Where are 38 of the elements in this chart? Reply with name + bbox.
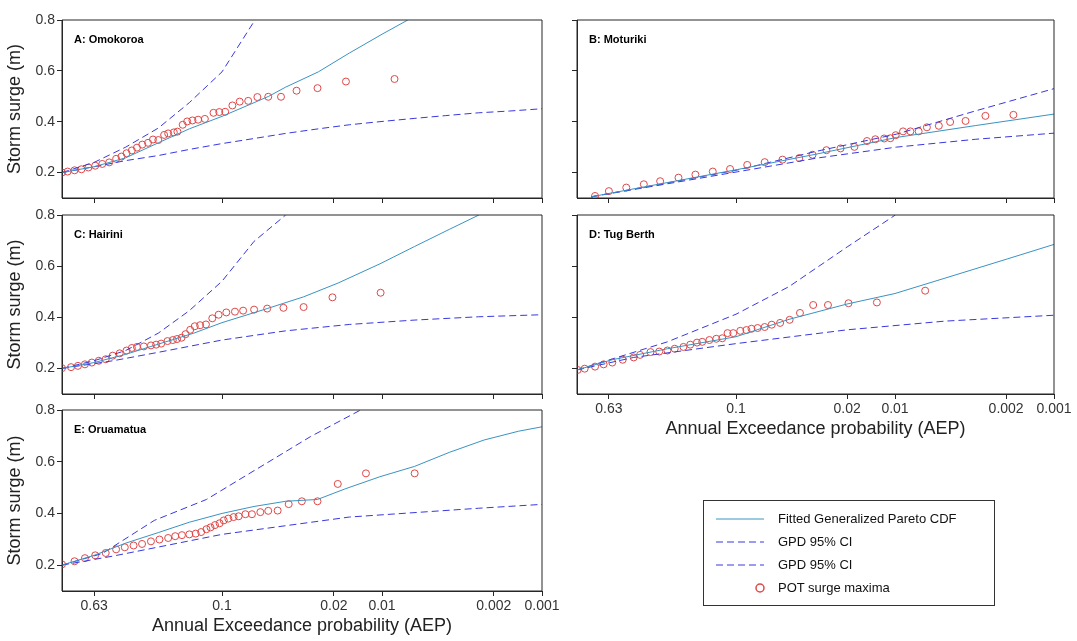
legend-label: GPD 95% CI	[778, 557, 853, 572]
y-tick-label: 0.8	[35, 10, 56, 27]
y-tick-label: 0.2	[35, 163, 56, 180]
y-tick-label: 0.6	[35, 61, 56, 78]
x-tick-label: 0.02	[833, 400, 861, 417]
legend-label: GPD 95% CI	[778, 534, 853, 549]
legend-label: POT surge maxima	[778, 580, 890, 595]
y-tick-label: 0.2	[35, 556, 56, 572]
text: A: Omokoroa	[74, 33, 145, 45]
text: C: Hairini	[74, 228, 123, 240]
x-axis-title: Annual Exceedance probability (AEP)	[151, 615, 453, 636]
y-tick-label: 0.4	[35, 112, 56, 129]
y-axis-title: Storm surge (m)	[3, 43, 24, 175]
text: D: Tug Berth	[589, 228, 656, 240]
text: E: Oruamatua	[74, 423, 148, 435]
x-tick-label: 0.001	[524, 597, 560, 614]
x-tick-label: 0.01	[368, 597, 396, 614]
y-tick-label: 0.8	[35, 205, 56, 222]
x-tick-label: 0.1	[212, 597, 232, 614]
x-tick-label: 0.63	[595, 400, 623, 417]
text: B: Moturiki	[589, 33, 647, 45]
x-axis-title: Annual Exceedance probability (AEP)	[665, 418, 966, 439]
x-tick-label: 0.1	[726, 400, 746, 417]
x-tick-label: 0.02	[320, 597, 348, 614]
y-axis-title: Storm surge (m)	[3, 239, 24, 370]
x-tick-label: 0.63	[80, 597, 108, 614]
y-tick-label: 0.8	[35, 400, 56, 417]
y-tick-label: 0.2	[35, 359, 56, 376]
x-tick-label: 0.002	[476, 597, 512, 614]
y-tick-label: 0.4	[35, 504, 56, 521]
y-tick-label: 0.4	[35, 308, 56, 325]
y-tick-label: 0.6	[35, 452, 56, 469]
legend-label: Fitted Generalized Pareto CDF	[778, 511, 957, 526]
x-tick-label: 0.01	[881, 400, 909, 417]
x-tick-label: 0.001	[1036, 400, 1072, 417]
y-axis-title: Storm surge (m)	[3, 435, 24, 566]
x-tick-label: 0.002	[988, 400, 1024, 417]
y-tick-label: 0.6	[35, 257, 56, 273]
